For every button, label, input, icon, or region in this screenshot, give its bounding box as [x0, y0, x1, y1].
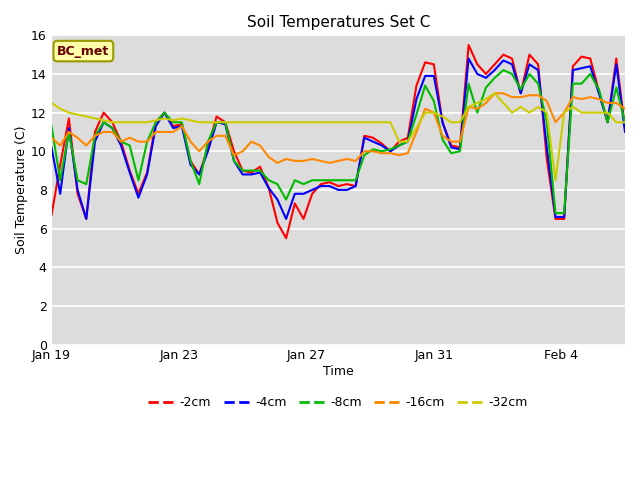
Title: Soil Temperatures Set C: Soil Temperatures Set C	[246, 15, 430, 30]
Y-axis label: Soil Temperature (C): Soil Temperature (C)	[15, 126, 28, 254]
Legend: -2cm, -4cm, -8cm, -16cm, -32cm: -2cm, -4cm, -8cm, -16cm, -32cm	[143, 391, 533, 414]
X-axis label: Time: Time	[323, 365, 354, 378]
Text: BC_met: BC_met	[57, 45, 109, 58]
